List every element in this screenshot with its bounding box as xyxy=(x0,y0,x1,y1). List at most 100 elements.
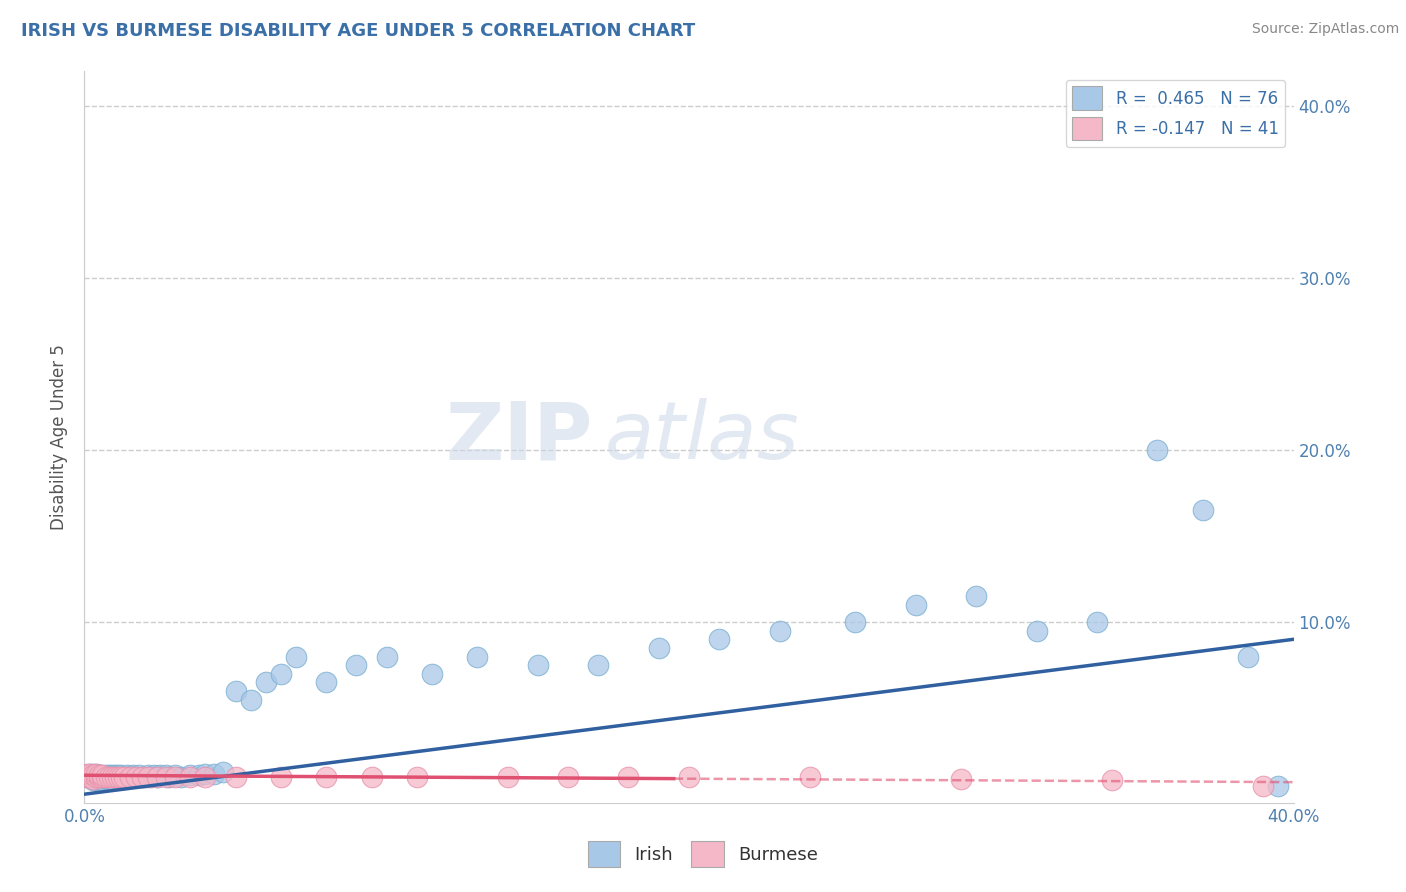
Point xyxy=(1025,624,1047,638)
Legend: R =  0.465   N = 76, R = -0.147   N = 41: R = 0.465 N = 76, R = -0.147 N = 41 xyxy=(1066,79,1285,147)
Point xyxy=(89,770,111,784)
Point xyxy=(1085,615,1108,629)
Point xyxy=(82,768,104,782)
Point xyxy=(86,770,108,784)
Point xyxy=(115,768,138,782)
Point xyxy=(79,766,101,780)
Point xyxy=(89,770,111,784)
Point xyxy=(146,770,169,784)
Point xyxy=(678,770,700,784)
Point xyxy=(97,772,120,786)
Point xyxy=(131,770,153,784)
Point xyxy=(1146,442,1168,457)
Point xyxy=(104,768,127,782)
Text: atlas: atlas xyxy=(605,398,799,476)
Point xyxy=(112,770,135,784)
Point xyxy=(86,773,108,788)
Point xyxy=(950,772,973,786)
Point xyxy=(115,770,138,784)
Point xyxy=(239,692,262,706)
Point xyxy=(100,772,122,786)
Point xyxy=(179,768,201,782)
Point xyxy=(94,770,117,784)
Point xyxy=(94,770,117,784)
Point xyxy=(617,770,640,784)
Point xyxy=(1267,779,1289,793)
Point xyxy=(76,770,98,784)
Point xyxy=(225,684,247,698)
Point xyxy=(406,770,429,784)
Point xyxy=(86,766,108,780)
Point xyxy=(709,632,731,647)
Point xyxy=(375,649,398,664)
Point xyxy=(97,770,120,784)
Point xyxy=(107,770,129,784)
Point xyxy=(82,773,104,788)
Point xyxy=(496,770,519,784)
Point xyxy=(139,770,162,784)
Point xyxy=(89,768,111,782)
Point xyxy=(94,772,117,786)
Point xyxy=(360,770,382,784)
Point xyxy=(844,615,866,629)
Point xyxy=(1192,503,1215,517)
Point xyxy=(107,772,129,786)
Point xyxy=(194,766,217,780)
Point xyxy=(170,770,193,784)
Point xyxy=(155,770,177,784)
Point xyxy=(89,768,111,782)
Point xyxy=(1253,779,1275,793)
Point xyxy=(202,766,225,780)
Point xyxy=(128,768,150,782)
Point xyxy=(142,768,165,782)
Legend: Irish, Burmese: Irish, Burmese xyxy=(581,834,825,874)
Point xyxy=(225,770,247,784)
Point xyxy=(91,768,114,782)
Point xyxy=(110,772,132,786)
Point xyxy=(146,770,169,784)
Point xyxy=(82,770,104,784)
Point xyxy=(188,768,211,782)
Point xyxy=(118,770,141,784)
Point xyxy=(315,675,337,690)
Point xyxy=(769,624,792,638)
Point xyxy=(82,766,104,780)
Point xyxy=(648,640,671,655)
Point xyxy=(157,770,180,784)
Point xyxy=(212,764,235,779)
Point xyxy=(76,766,98,780)
Point xyxy=(420,666,443,681)
Point xyxy=(91,770,114,784)
Point xyxy=(125,770,148,784)
Point xyxy=(467,649,489,664)
Point xyxy=(315,770,337,784)
Point xyxy=(110,768,132,782)
Point xyxy=(91,768,114,782)
Point xyxy=(100,768,122,782)
Point xyxy=(118,770,141,784)
Point xyxy=(1237,649,1260,664)
Point xyxy=(346,658,368,673)
Point xyxy=(91,770,114,784)
Point xyxy=(107,768,129,782)
Point xyxy=(86,766,108,780)
Point xyxy=(799,770,821,784)
Point xyxy=(179,770,201,784)
Point xyxy=(588,658,610,673)
Point xyxy=(79,770,101,784)
Point xyxy=(131,770,153,784)
Point xyxy=(270,770,292,784)
Point xyxy=(79,766,101,780)
Point xyxy=(194,770,217,784)
Point xyxy=(79,770,101,784)
Point xyxy=(89,772,111,786)
Point xyxy=(76,770,98,784)
Point xyxy=(82,772,104,786)
Point xyxy=(149,768,172,782)
Point xyxy=(1101,773,1123,788)
Point xyxy=(285,649,308,664)
Point xyxy=(110,770,132,784)
Point xyxy=(91,773,114,788)
Point xyxy=(134,770,156,784)
Text: ZIP: ZIP xyxy=(444,398,592,476)
